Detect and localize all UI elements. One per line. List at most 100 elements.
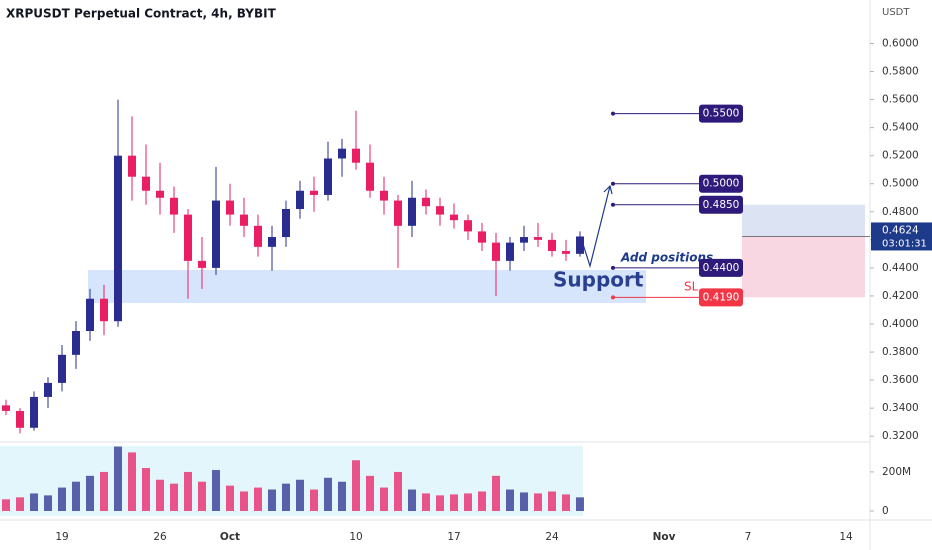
volume-bar xyxy=(478,491,486,511)
volume-bar xyxy=(30,493,38,511)
volume-bar xyxy=(324,477,332,511)
volume-bar xyxy=(576,497,584,511)
support-zone xyxy=(88,270,646,303)
x-tick-label: 7 xyxy=(745,531,752,543)
volume-bar xyxy=(492,475,500,511)
volume-bar xyxy=(58,487,66,511)
volume-bar xyxy=(422,493,430,511)
candle-body xyxy=(576,236,584,254)
candle-body xyxy=(464,220,472,232)
volume-bar xyxy=(170,483,178,511)
volume-bar xyxy=(520,492,528,511)
candle-body xyxy=(86,298,94,332)
loss-zone xyxy=(742,236,865,298)
volume-bar xyxy=(100,471,108,511)
annotation: Add positions xyxy=(620,251,713,265)
level-badge xyxy=(699,258,743,277)
candle-body xyxy=(16,410,24,428)
x-tick-label: 24 xyxy=(545,531,559,543)
candle-body xyxy=(422,197,430,207)
candle-body xyxy=(562,251,570,254)
candle-body xyxy=(296,190,304,209)
projection-arrow xyxy=(582,185,611,269)
candle-body xyxy=(282,208,290,238)
volume-bar xyxy=(366,475,374,511)
candle-body xyxy=(436,206,444,215)
candle-body xyxy=(170,197,178,215)
candle-body xyxy=(156,190,164,198)
candle-body xyxy=(352,148,360,163)
currency-label: USDT xyxy=(882,7,910,18)
volume-bar xyxy=(240,491,248,511)
level-anchor xyxy=(611,295,615,300)
y-tick-label: 0.3200 xyxy=(882,430,919,442)
y-tick-label: 0.5600 xyxy=(882,94,919,106)
level-anchor xyxy=(611,202,615,207)
candle-body xyxy=(184,214,192,261)
annotation: SL xyxy=(684,280,699,294)
candle-body xyxy=(534,237,542,240)
volume-bar xyxy=(268,489,276,511)
x-tick-label: 17 xyxy=(447,531,460,543)
candle-body xyxy=(100,298,108,322)
level-anchor xyxy=(611,265,615,270)
candle-body xyxy=(380,190,388,201)
volume-bar xyxy=(506,489,514,511)
arrow-head xyxy=(603,184,613,195)
y-tick-label: 0.4200 xyxy=(882,290,919,302)
level-label: 0.4190 xyxy=(703,291,740,303)
volume-bar xyxy=(394,471,402,511)
candle-body xyxy=(226,200,234,215)
candle-body xyxy=(58,354,66,383)
profit-zone xyxy=(742,204,865,237)
volume-bar xyxy=(184,471,192,511)
y-tick-label: 0.5400 xyxy=(882,122,919,134)
x-tick-label: 10 xyxy=(349,531,362,543)
candle-body xyxy=(240,214,248,226)
volume-bar xyxy=(226,485,234,511)
volume-bar xyxy=(86,475,94,511)
candle-body xyxy=(254,225,262,247)
y-tick-label: 0.5000 xyxy=(882,178,919,190)
volume-bar xyxy=(408,489,416,511)
y-tick-label: 0 xyxy=(882,505,889,517)
volume-bar xyxy=(72,481,80,511)
candle-body xyxy=(338,148,346,159)
price-label: 0.4624 xyxy=(882,224,919,236)
candle-body xyxy=(324,158,332,195)
volume-bar xyxy=(464,493,472,511)
level-badge xyxy=(699,104,743,123)
candle-body xyxy=(198,260,206,268)
candle-body xyxy=(142,176,150,191)
candle-body xyxy=(268,237,276,247)
candle-body xyxy=(548,239,556,252)
candle-body xyxy=(408,197,416,226)
volume-bar xyxy=(2,499,10,511)
y-tick-label: 0.5800 xyxy=(882,66,919,78)
x-tick-label: 19 xyxy=(55,531,68,543)
y-tick-label: 0.3400 xyxy=(882,402,919,414)
volume-bar xyxy=(548,491,556,511)
volume-bar xyxy=(114,446,122,511)
level-label: 0.4850 xyxy=(703,199,740,211)
y-tick-label: 0.5200 xyxy=(882,150,919,162)
candle-body xyxy=(128,155,136,177)
y-tick-label: 0.3800 xyxy=(882,346,919,358)
volume-bar xyxy=(436,495,444,511)
volume-bar xyxy=(156,479,164,511)
annotation: Support xyxy=(553,268,644,292)
candle-body xyxy=(366,162,374,191)
volume-bar xyxy=(254,487,262,511)
y-tick-label: 0.6000 xyxy=(882,37,919,49)
candle-body xyxy=(520,237,528,243)
level-badge xyxy=(699,195,743,214)
level-label: 0.5000 xyxy=(703,178,740,190)
candle-body xyxy=(212,200,220,268)
level-label: 0.5500 xyxy=(703,108,740,120)
level-badge xyxy=(699,288,743,307)
candle-body xyxy=(72,331,80,355)
volume-bar xyxy=(450,494,458,511)
volume-bar xyxy=(142,468,150,511)
volume-bar xyxy=(338,481,346,511)
